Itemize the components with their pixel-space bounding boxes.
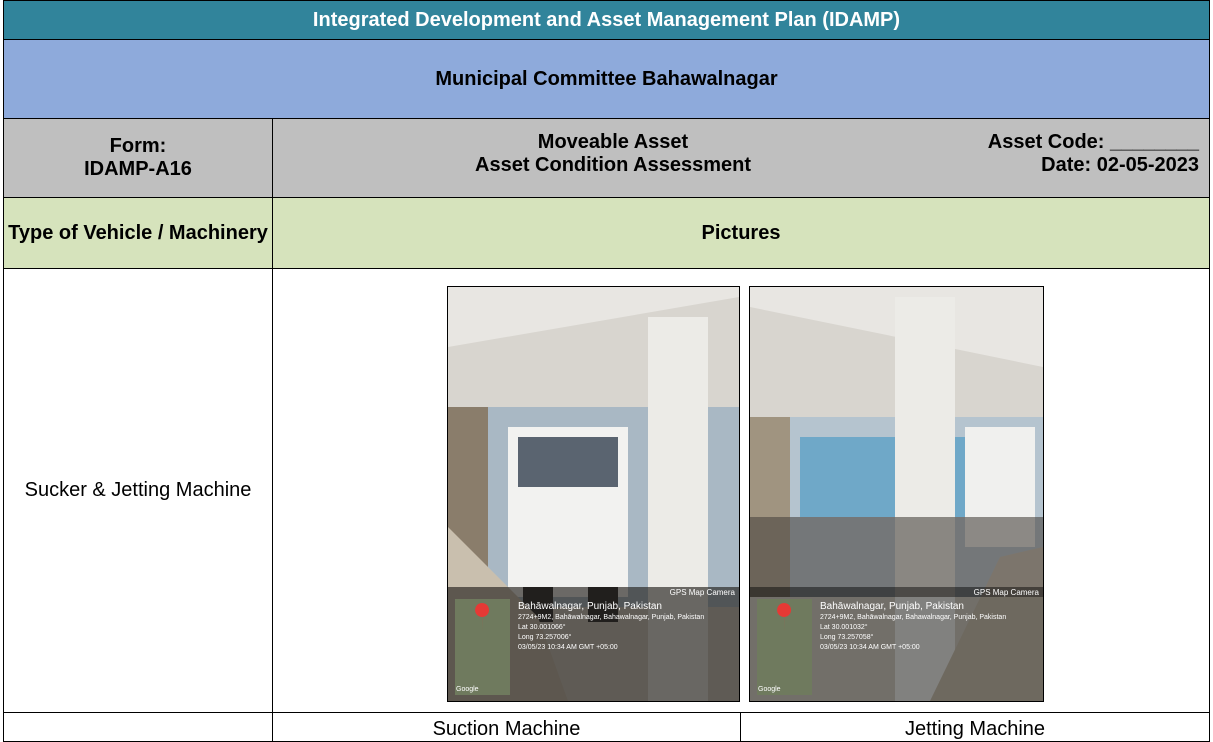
photo-lat: Lat 30.001032° xyxy=(820,624,868,631)
photo-lat: Lat 30.001066° xyxy=(518,624,566,631)
caption-cell: Suction Machine xyxy=(272,712,741,742)
photo-app: GPS Map Camera xyxy=(973,588,1039,597)
photo-place: Bahāwalnagar, Punjab, Pakistan xyxy=(820,601,964,612)
photo-app: GPS Map Camera xyxy=(669,588,735,597)
photo-scene xyxy=(750,287,1043,701)
pictures-cell xyxy=(272,268,1210,713)
subtitle-row: Municipal Committee Bahawalnagar xyxy=(3,39,1210,119)
title-row: Integrated Development and Asset Managem… xyxy=(3,0,1210,40)
header-cell: Type of Vehicle / Machinery xyxy=(3,197,273,269)
asset-code: Asset Code: ________ xyxy=(987,131,1199,153)
type-cell: Sucker & Jetting Machine xyxy=(3,268,273,713)
photo-map-label: Google xyxy=(456,686,479,693)
photo-address: 2724+9M2, Bahāwalnagar, Bahawalnagar, Pu… xyxy=(518,614,705,621)
form-code: IDAMP-A16 xyxy=(84,158,192,180)
caption: Jetting Machine xyxy=(904,718,1046,740)
photo-address: 2724+9M2, Bahāwalnagar, Bahawalnagar, Pu… xyxy=(820,614,1007,621)
column-header: Type of Vehicle / Machinery xyxy=(8,221,268,244)
photo-map-label: Google xyxy=(758,686,781,693)
asset-type: Moveable Asset xyxy=(537,131,689,153)
caption: Suction Machine xyxy=(432,718,581,740)
header-cell: Pictures xyxy=(272,197,1210,269)
photo: GPS Map Camera Bahāwalnagar, Punjab, Pak… xyxy=(749,286,1044,702)
date: Date: 02-05-2023 xyxy=(1041,154,1199,176)
photo: GPS Map Camera Bahāwalnagar, Punjab, Pak… xyxy=(447,286,740,702)
vehicle-type: Sucker & Jetting Machine xyxy=(24,479,252,501)
photo-time: 03/05/23 10:34 AM GMT +05:00 xyxy=(820,644,920,651)
photo-scene xyxy=(448,287,739,701)
caption-cell: Jetting Machine xyxy=(740,712,1210,742)
title: Integrated Development and Asset Managem… xyxy=(312,8,901,31)
asset-block: Moveable Asset Asset Condition Assessmen… xyxy=(333,131,893,177)
photo-long: Long 73.257058° xyxy=(820,634,874,641)
photo-time: 03/05/23 10:34 AM GMT +05:00 xyxy=(518,644,618,651)
form-cell: Form: IDAMP-A16 xyxy=(3,118,273,198)
column-header: Pictures xyxy=(701,221,781,244)
caption-blank xyxy=(3,712,273,742)
photo-place: Bahāwalnagar, Punjab, Pakistan xyxy=(518,601,662,612)
form-sheet: Integrated Development and Asset Managem… xyxy=(3,0,1210,742)
assessment: Asset Condition Assessment xyxy=(475,154,751,176)
subtitle: Municipal Committee Bahawalnagar xyxy=(435,67,778,90)
page: Integrated Development and Asset Managem… xyxy=(3,0,1210,742)
photo-long: Long 73.257006° xyxy=(518,634,572,641)
form-info-cell: Moveable Asset Asset Condition Assessmen… xyxy=(272,118,1210,198)
code-block: Asset Code: ________ Date: 02-05-2023 xyxy=(899,131,1199,177)
form-label: Form: xyxy=(109,135,167,157)
